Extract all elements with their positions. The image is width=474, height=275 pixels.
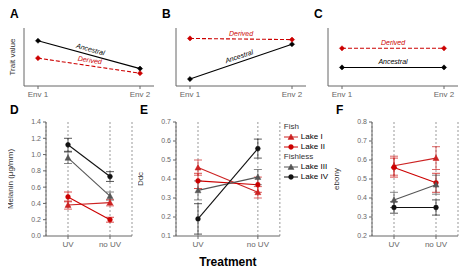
html-text:C: C bbox=[314, 7, 323, 21]
svg-text:0.5: 0.5 bbox=[357, 175, 367, 182]
svg-text:0.8: 0.8 bbox=[31, 167, 41, 174]
svg-text:Treatment: Treatment bbox=[199, 255, 256, 266]
html-text:D: D bbox=[10, 103, 19, 117]
svg-text:0.0: 0.0 bbox=[31, 232, 41, 239]
svg-text:Ancestral: Ancestral bbox=[223, 48, 254, 65]
svg-text:1.4: 1.4 bbox=[31, 118, 41, 125]
svg-text:Derived: Derived bbox=[229, 30, 254, 37]
html-text:Lake III: Lake III bbox=[300, 162, 328, 171]
html-text:Lake I: Lake I bbox=[300, 132, 323, 141]
html-text:Fish: Fish bbox=[283, 122, 299, 131]
html-text:Fishless: Fishless bbox=[283, 152, 314, 161]
svg-text:ebony: ebony bbox=[334, 168, 341, 190]
svg-text:Trait value: Trait value bbox=[8, 38, 17, 76]
svg-text:0.7: 0.7 bbox=[357, 137, 367, 144]
svg-text:0.2: 0.2 bbox=[31, 216, 41, 223]
svg-text:Env 2: Env 2 bbox=[434, 90, 455, 99]
svg-text:no UV: no UV bbox=[99, 240, 122, 249]
svg-text:Env 2: Env 2 bbox=[130, 90, 151, 99]
html-text:Lake IV: Lake IV bbox=[300, 172, 328, 181]
svg-text:0.6: 0.6 bbox=[357, 156, 367, 163]
html-text:B: B bbox=[162, 7, 171, 21]
svg-text:UV: UV bbox=[62, 240, 74, 249]
svg-text:Env 1: Env 1 bbox=[332, 90, 353, 99]
html-text:A: A bbox=[10, 7, 19, 21]
svg-text:Env 1: Env 1 bbox=[28, 90, 49, 99]
html-text:F: F bbox=[336, 103, 344, 117]
svg-text:0.4: 0.4 bbox=[31, 200, 41, 207]
svg-text:Ancestral: Ancestral bbox=[75, 42, 106, 57]
svg-text:0.6: 0.6 bbox=[31, 184, 41, 191]
svg-text:Derived: Derived bbox=[77, 55, 103, 66]
html-text:Lake II: Lake II bbox=[300, 142, 325, 151]
svg-text:0.3: 0.3 bbox=[357, 213, 367, 220]
svg-text:0.3: 0.3 bbox=[161, 194, 171, 201]
svg-text:Env 1: Env 1 bbox=[180, 90, 201, 99]
svg-text:0.2: 0.2 bbox=[161, 213, 171, 220]
svg-text:0.8: 0.8 bbox=[357, 118, 367, 125]
svg-text:Melanin (μg/mm): Melanin (μg/mm) bbox=[8, 149, 15, 210]
svg-text:Ddc: Ddc bbox=[138, 172, 145, 186]
svg-text:Env 2: Env 2 bbox=[282, 90, 303, 99]
svg-text:UV: UV bbox=[192, 240, 204, 249]
svg-text:1.0: 1.0 bbox=[31, 151, 41, 158]
svg-text:0.6: 0.6 bbox=[161, 137, 171, 144]
svg-text:0.5: 0.5 bbox=[161, 156, 171, 163]
svg-text:no UV: no UV bbox=[247, 240, 270, 249]
html-text:E: E bbox=[140, 103, 148, 117]
svg-text:0.2: 0.2 bbox=[357, 232, 367, 239]
svg-text:0.7: 0.7 bbox=[161, 118, 171, 125]
svg-text:no UV: no UV bbox=[425, 240, 448, 249]
svg-text:Ancestral: Ancestral bbox=[377, 58, 408, 65]
svg-text:0.4: 0.4 bbox=[357, 194, 367, 201]
svg-text:1.2: 1.2 bbox=[31, 135, 41, 142]
svg-text:0.4: 0.4 bbox=[161, 175, 171, 182]
svg-text:Derived: Derived bbox=[381, 39, 406, 46]
svg-text:0.1: 0.1 bbox=[161, 232, 171, 239]
svg-text:UV: UV bbox=[388, 240, 400, 249]
